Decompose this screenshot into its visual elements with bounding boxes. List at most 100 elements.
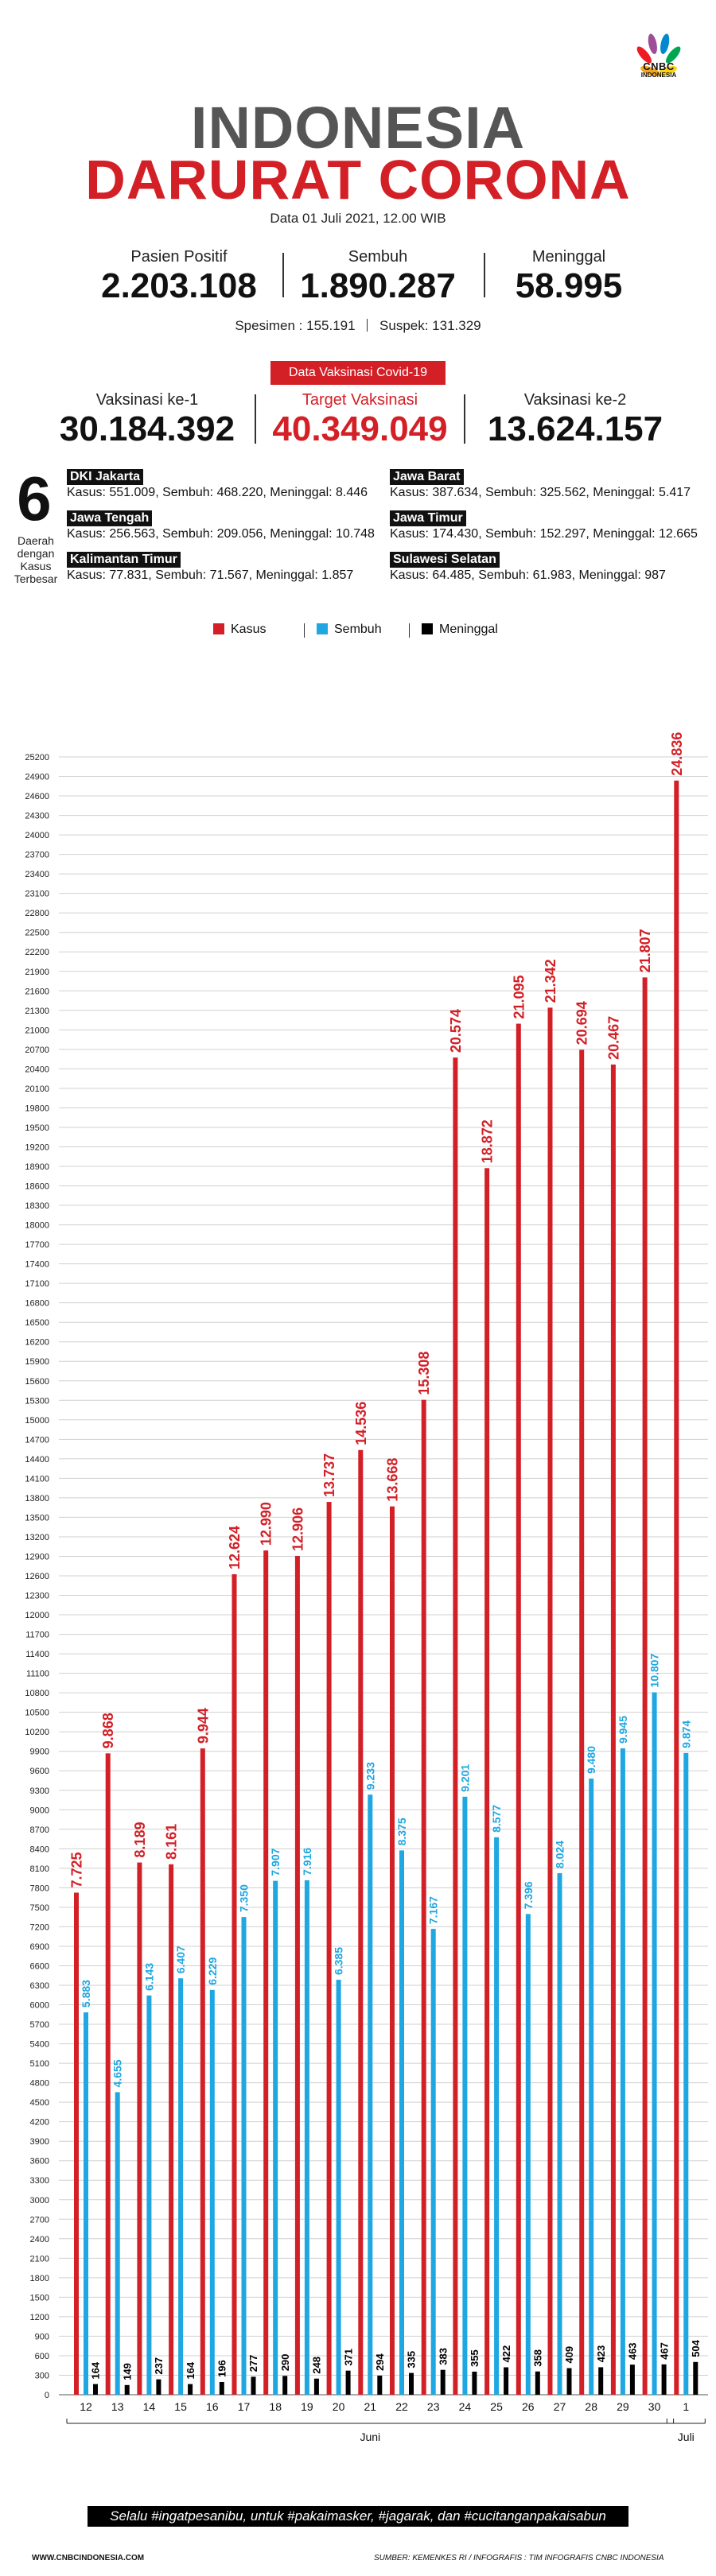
y-tick-label: 2100 [30,2254,49,2264]
y-tick-label: 9900 [30,1748,49,1757]
data-label-meninggal: 409 [563,2346,575,2364]
region-item: DKI Jakarta Kasus: 551.009, Sembuh: 468.… [67,469,368,501]
bar-sembuh [652,1692,657,2395]
y-tick-label: 16800 [25,1299,49,1309]
data-date: Data 01 Juli 2021, 12.00 WIB [270,211,446,226]
y-tick-label: 300 [35,2371,49,2380]
y-tick-label: 17700 [25,1240,49,1250]
data-label-meninggal: 423 [595,2345,607,2363]
y-tick-label: 13500 [25,1513,49,1523]
y-tick-label: 18900 [25,1162,49,1172]
data-label-sembuh: 6.385 [333,1947,345,1975]
y-tick-label: 24300 [25,812,49,821]
covid-bar-chart: 0 300 600 900 1200 1500 1800 2100 2400 2700 3000 33… [25,732,708,2443]
bar-kasus [169,1864,174,2395]
bar-meninggal [188,2384,193,2395]
y-tick-label: 20400 [25,1065,49,1074]
x-tick-label: 1 [683,2400,689,2413]
x-tick-label: 16 [206,2400,219,2413]
data-label-meninggal: 335 [406,2351,418,2368]
y-tick-label: 600 [35,2352,49,2361]
x-tick-label: 20 [333,2400,345,2413]
y-tick-label: 14100 [25,1474,49,1484]
legend-swatch [317,623,328,634]
bar-kasus [294,1555,300,2395]
title-line-2: DARURAT CORONA [85,149,631,211]
x-tick-label: 30 [648,2400,661,2413]
y-tick-label: 5700 [30,2020,49,2030]
data-label-kasus: 21.095 [511,976,527,1019]
bar-kasus [200,1748,205,2395]
legend-sembuh: Sembuh [317,622,382,638]
y-tick-label: 5100 [30,2059,49,2069]
y-tick-label: 8700 [30,1825,49,1835]
y-tick-label: 14400 [25,1455,49,1465]
bar-meninggal [661,2364,667,2395]
bar-kasus [610,1064,616,2395]
y-tick-label: 7800 [30,1884,49,1893]
data-label-sembuh: 8.024 [554,1841,566,1868]
y-tick-label: 21000 [25,1026,49,1035]
legend-kasus: Kasus [213,622,266,638]
bar-kasus [547,1007,553,2395]
y-tick-label: 18600 [25,1182,49,1192]
y-tick-label: 7500 [30,1903,49,1913]
x-tick-label: 29 [617,2400,629,2413]
region-caption-line: Daerah [18,534,54,547]
specimen-suspect-line: Spesimen : 155.191 Suspek: 131.329 [0,318,716,334]
vaccination-badge: Data Vaksinasi Covid-19 [270,361,446,385]
y-tick-label: 1500 [30,2293,49,2302]
y-tick-label: 1800 [30,2274,49,2283]
y-tick-label: 23700 [25,851,49,860]
data-label-sembuh: 6.143 [142,1963,155,1991]
data-label-sembuh: 9.874 [679,1721,692,1748]
y-tick-label: 4200 [30,2118,49,2128]
y-tick-label: 25200 [25,753,49,762]
data-label-kasus: 14.536 [353,1402,369,1445]
y-tick-label: 24600 [25,792,49,801]
website-text: WWW.CNBCINDONESIA.COM [32,2554,145,2562]
vax-dose1-label: Vaksinasi ke-1 [95,391,199,409]
stat-positive: Pasien Positif 2.203.108 [80,248,278,306]
suspect-value: Suspek: 131.329 [379,318,481,333]
y-tick-label: 10500 [25,1709,49,1718]
bar-kasus [579,1049,585,2395]
region-count-caption: Daerah dengan Kasus Terbesar [8,534,64,585]
bar-kasus [74,1892,79,2395]
bar-sembuh [368,1794,373,2395]
bar-kasus [232,1574,237,2395]
bar-sembuh [683,1752,689,2395]
data-label-meninggal: 277 [247,2355,259,2372]
data-label-sembuh: 8.375 [395,1818,408,1845]
y-tick-label: 19800 [25,1104,49,1113]
data-label-sembuh: 7.916 [301,1848,313,1876]
y-tick-label: 0 [45,2391,49,2400]
bar-sembuh [178,1978,184,2395]
region-item: Jawa Barat Kasus: 387.634, Sembuh: 325.5… [390,469,691,501]
region-stats: Kasus: 387.634, Sembuh: 325.562, Meningg… [390,486,691,499]
data-label-meninggal: 355 [469,2349,481,2367]
data-label-meninggal: 383 [437,2348,449,2365]
y-tick-label: 13800 [25,1494,49,1503]
vax-dose2: Vaksinasi ke-2 13.624.157 [468,391,683,449]
region-name: Jawa Barat [390,469,464,485]
bar-meninggal [409,2372,414,2395]
bar-kasus [453,1057,458,2395]
bar-sembuh [525,1914,531,2395]
bar-meninggal [504,2367,509,2395]
data-label-kasus: 12.624 [227,1526,243,1569]
y-tick-label: 6000 [30,2001,49,2011]
region-stats: Kasus: 551.009, Sembuh: 468.220, Meningg… [67,486,368,499]
y-tick-label: 21600 [25,987,49,996]
data-label-meninggal: 463 [627,2342,639,2360]
y-tick-label: 13200 [25,1533,49,1542]
x-tick-label: 14 [143,2400,156,2413]
logo-subtext: INDONESIA [640,72,677,79]
y-tick-label: 6600 [30,1961,49,1971]
bar-kasus [421,1399,426,2395]
bar-kasus [358,1449,364,2395]
data-label-meninggal: 504 [690,2339,702,2357]
y-tick-label: 12900 [25,1552,49,1562]
y-tick-label: 19500 [25,1123,49,1133]
group-label: Juli [678,2431,695,2443]
